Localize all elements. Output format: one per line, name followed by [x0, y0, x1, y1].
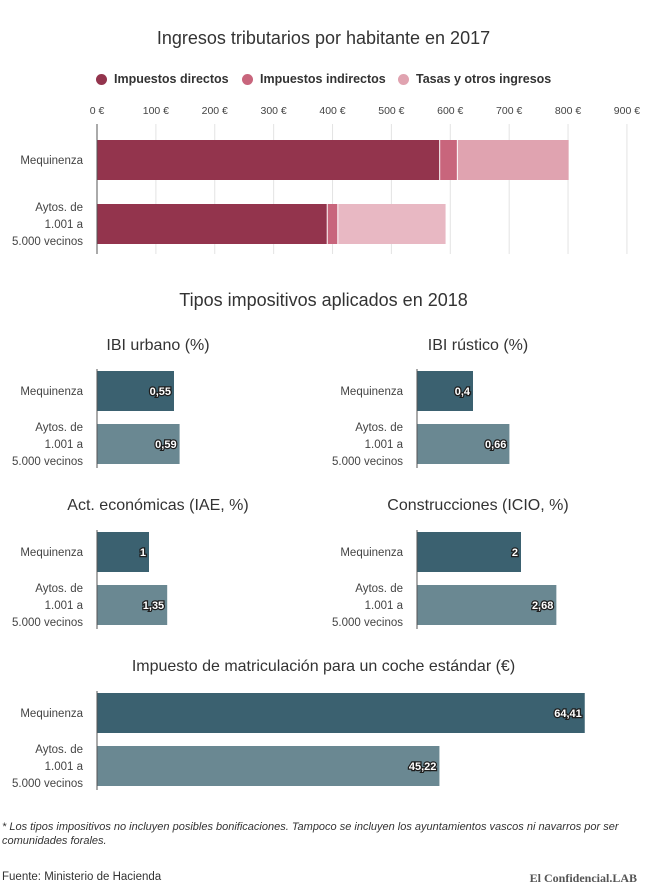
- bar-mequinenza-series-2: [457, 140, 569, 180]
- ibi-urbano-category-label-0-0: Mequinenza: [20, 386, 83, 398]
- bar-mequinenza-series-0: [97, 140, 440, 180]
- iae-category-label-0-0: Mequinenza: [20, 547, 83, 559]
- x-tick-label-7: 700 €: [496, 105, 522, 117]
- matriculacion-value-label-1: 45,22: [409, 761, 437, 773]
- brand-logo: El Confidencial.LAB: [529, 871, 637, 885]
- ibi-rustico-category-label-1-2: 5.000 vecinos: [332, 456, 403, 468]
- legend-label-directos: Impuestos directos: [114, 72, 229, 86]
- matriculacion-category-label-0-0: Mequinenza: [20, 708, 83, 720]
- icio-category-label-1-1: 1.001 a: [365, 600, 404, 612]
- matriculacion-category-label-1-0: Aytos. de: [35, 744, 83, 756]
- legend-item-tasas: Tasas y otros ingresos: [398, 72, 551, 86]
- matriculacion-title: Impuesto de matriculación para un coche …: [131, 658, 516, 675]
- legend-label-indirectos: Impuestos indirectos: [260, 72, 386, 86]
- ibi-urbano-category-label-1-2: 5.000 vecinos: [12, 456, 83, 468]
- ibi-rustico-value-label-1: 0,66: [485, 439, 506, 451]
- legend-swatch-directos: [96, 73, 107, 85]
- ibi-rustico-bar-1: [417, 424, 510, 464]
- ibi-urbano-value-label-0: 0,55: [150, 386, 171, 398]
- legend-label-tasas: Tasas y otros ingresos: [416, 72, 552, 86]
- bar-mequinenza-series-1: [439, 140, 458, 180]
- ibi-urbano-title: IBI urbano (%): [106, 337, 210, 354]
- icio-category-label-0-0: Mequinenza: [340, 547, 403, 559]
- iae-value-label-1: 1,35: [143, 600, 164, 612]
- ibi-rustico-bar-0: [417, 371, 473, 411]
- ibi-urbano-value-label-1: 0,59: [155, 439, 176, 451]
- x-tick-label-9: 900 €: [614, 105, 640, 117]
- legend-item-directos: Impuestos directos: [96, 72, 229, 86]
- iae-category-label-1-1: 1.001 a: [45, 600, 84, 612]
- iae-value-label-0: 1: [140, 547, 146, 559]
- bar-aytos-series-1: [327, 204, 338, 244]
- icio-category-label-1-2: 5.000 vecinos: [332, 617, 403, 629]
- ibi-rustico-value-label-0: 0,4: [455, 386, 471, 398]
- iae-title: Act. económicas (IAE, %): [67, 497, 249, 514]
- matriculacion-category-label-1-2: 5.000 vecinos: [12, 778, 83, 790]
- x-tick-label-2: 200 €: [202, 105, 228, 117]
- x-tick-label-5: 500 €: [378, 105, 404, 117]
- matriculacion-bar-1: [97, 746, 440, 786]
- ingresos-category-label-1-2: 5.000 vecinos: [12, 236, 83, 248]
- iae-bar-0: [97, 532, 149, 572]
- ingresos-category-label-1-1: 1.001 a: [45, 219, 84, 231]
- legend-swatch-indirectos: [242, 73, 253, 85]
- source: Fuente: Ministerio de Hacienda: [2, 871, 162, 883]
- section-title: Tipos impositivos aplicados en 2018: [179, 290, 468, 310]
- ibi-urbano-category-label-1-1: 1.001 a: [45, 439, 84, 451]
- legend-swatch-tasas: [398, 73, 409, 85]
- icio-bar-1: [417, 585, 557, 625]
- ingresos-category-label-1-0: Aytos. de: [35, 202, 83, 214]
- legend: Impuestos directos Impuestos indirectos …: [96, 72, 556, 90]
- x-tick-label-4: 400 €: [319, 105, 345, 117]
- iae-bar-1: [97, 585, 168, 625]
- matriculacion-value-label-0: 64,41: [554, 708, 582, 720]
- x-tick-label-6: 600 €: [437, 105, 463, 117]
- icio-category-label-1-0: Aytos. de: [355, 583, 403, 595]
- bar-aytos-series-0: [97, 204, 328, 244]
- x-tick-label-0: 0 €: [90, 105, 105, 117]
- iae-category-label-1-2: 5.000 vecinos: [12, 617, 83, 629]
- legend-item-indirectos: Impuestos indirectos: [242, 72, 386, 86]
- ibi-rustico-category-label-0-0: Mequinenza: [340, 386, 403, 398]
- icio-title: Construcciones (ICIO, %): [387, 497, 569, 514]
- ingresos-category-label-0-0: Mequinenza: [20, 155, 83, 167]
- chart-title: Ingresos tributarios por habitante en 20…: [156, 28, 491, 48]
- bar-aytos-series-2: [337, 204, 446, 244]
- matriculacion-category-label-1-1: 1.001 a: [45, 761, 84, 773]
- iae-category-label-1-0: Aytos. de: [35, 583, 83, 595]
- x-tick-label-3: 300 €: [260, 105, 286, 117]
- icio-value-label-1: 2,68: [532, 600, 553, 612]
- matriculacion-bar-0: [97, 693, 585, 733]
- icio-value-label-0: 2: [512, 547, 518, 559]
- icio-bar-0: [417, 532, 521, 572]
- ibi-rustico-category-label-1-0: Aytos. de: [355, 422, 403, 434]
- ibi-urbano-category-label-1-0: Aytos. de: [35, 422, 83, 434]
- x-tick-label-1: 100 €: [143, 105, 169, 117]
- ibi-urbano-bar-1: [97, 424, 180, 464]
- footnote: * Los tipos impositivos no incluyen posi…: [2, 821, 619, 847]
- x-tick-label-8: 800 €: [555, 105, 581, 117]
- ibi-rustico-title: IBI rústico (%): [427, 337, 529, 354]
- ibi-rustico-category-label-1-1: 1.001 a: [365, 439, 404, 451]
- ibi-urbano-bar-0: [97, 371, 174, 411]
